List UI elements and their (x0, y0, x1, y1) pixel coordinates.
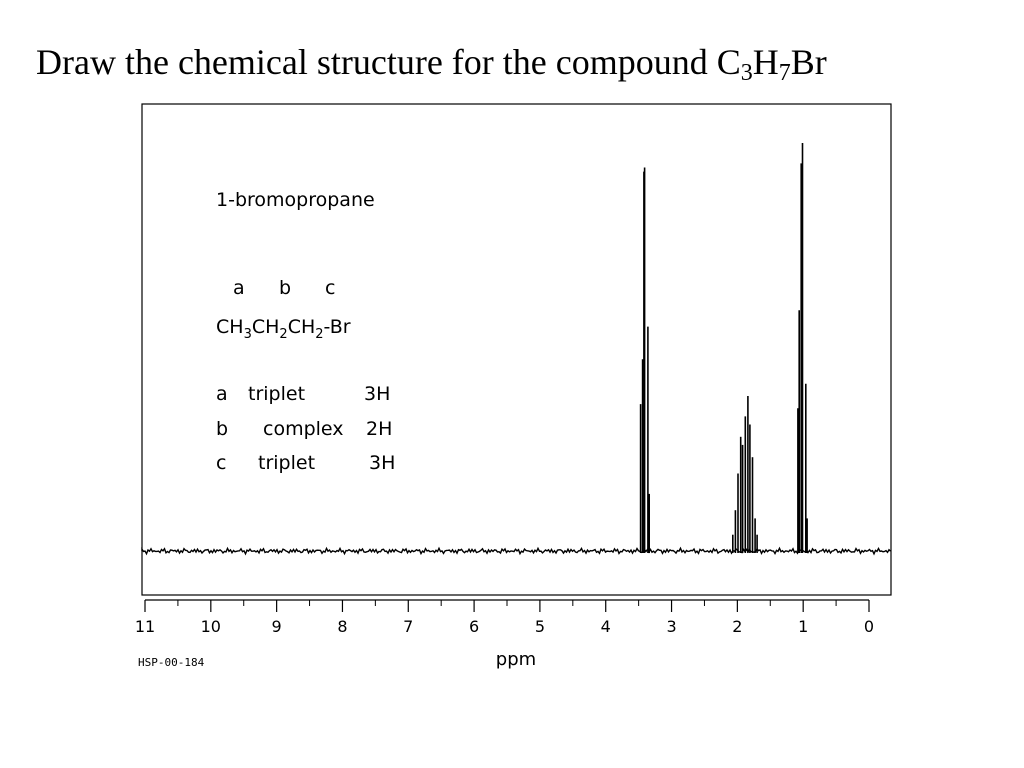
x-tick-label: 5 (535, 617, 545, 636)
x-tick-label: 1 (798, 617, 808, 636)
formula-part-3: CH (287, 316, 316, 338)
x-tick-label: 0 (864, 617, 874, 636)
baseline-trace (141, 546, 891, 556)
position-letter-c: c (325, 277, 336, 299)
title-text-2: H (752, 42, 779, 82)
x-axis-ticks: 11 10 9 8 7 6 5 4 3 2 1 0 (135, 600, 874, 636)
title-text-3: Br (790, 42, 827, 82)
formula-part-2: CH (251, 316, 280, 338)
assignment-label-b: b (216, 418, 229, 440)
title-text-1: Draw the chemical structure for the comp… (36, 42, 741, 82)
formula-sub-3: 2 (315, 327, 324, 342)
spectrum-peaks (639, 143, 808, 553)
assignment-label-a: a (216, 383, 228, 405)
spectrum-source-code: HSP-00-184 (138, 656, 205, 669)
position-letter-b: b (279, 277, 292, 299)
spectrum-trace (141, 546, 891, 556)
x-tick-label: 2 (732, 617, 742, 636)
x-tick-label: 10 (201, 617, 221, 636)
assignment-multiplicity-c: triplet (258, 452, 316, 474)
slide-title: Draw the chemical structure for the comp… (36, 42, 827, 85)
x-tick-label: 6 (469, 617, 479, 636)
x-tick-label: 8 (337, 617, 347, 636)
assignment-protons-b: 2H (366, 418, 393, 440)
assignment-multiplicity-a: triplet (248, 383, 306, 405)
formula-part-4: -Br (323, 316, 351, 338)
chart-frame (141, 103, 892, 596)
assignment-protons-a: 3H (364, 383, 391, 405)
x-tick-label: 3 (666, 617, 676, 636)
x-tick-label: 11 (135, 617, 155, 636)
x-axis-title: ppm (496, 649, 536, 670)
structural-formula: CH3CH2CH2-Br (216, 316, 351, 342)
position-letter-a: a (233, 277, 245, 299)
assignment-protons-c: 3H (369, 452, 396, 474)
title-subscript-2: 7 (778, 60, 791, 86)
assignment-multiplicity-b: complex (263, 418, 344, 440)
x-tick-label: 9 (272, 617, 282, 636)
x-tick-label: 4 (601, 617, 611, 636)
formula-part-1: CH (216, 316, 244, 338)
title-subscript-1: 3 (740, 60, 753, 86)
formula-sub-1: 3 (243, 327, 252, 342)
formula-sub-2: 2 (279, 327, 288, 342)
x-tick-label: 7 (403, 617, 413, 636)
assignment-label-c: c (216, 452, 227, 474)
compound-name: 1-bromopropane (216, 189, 375, 211)
